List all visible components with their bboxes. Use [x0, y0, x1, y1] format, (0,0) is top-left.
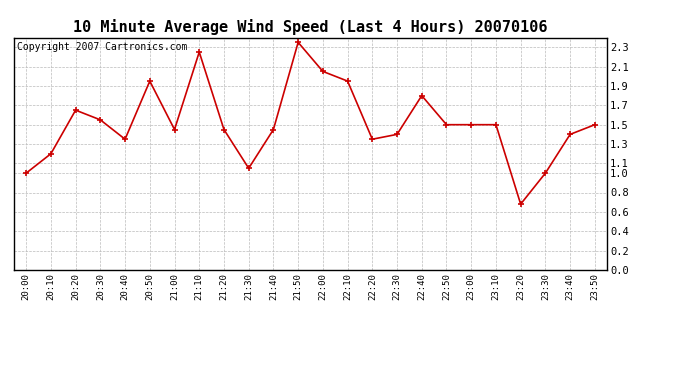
Title: 10 Minute Average Wind Speed (Last 4 Hours) 20070106: 10 Minute Average Wind Speed (Last 4 Hou…: [73, 19, 548, 35]
Text: Copyright 2007 Cartronics.com: Copyright 2007 Cartronics.com: [17, 42, 187, 52]
